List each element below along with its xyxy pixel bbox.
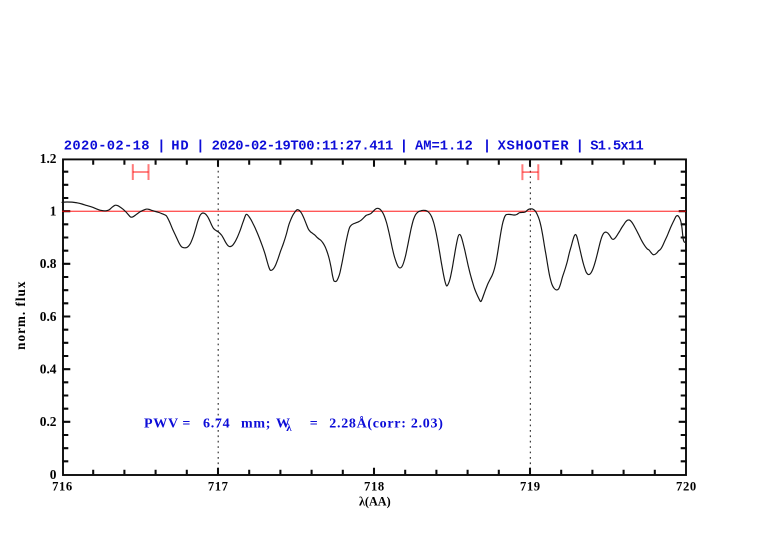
svg-text:|: | — [576, 139, 584, 155]
svg-text:2020-02-18: 2020-02-18 — [64, 140, 150, 155]
svg-text:|: | — [483, 139, 491, 155]
svg-text:=: = — [310, 417, 319, 432]
svg-text:0.4: 0.4 — [40, 362, 57, 377]
svg-text:2.28Å(corr:: 2.28Å(corr: — [329, 416, 406, 432]
svg-text:2020-02-19T00:11:27.411: 2020-02-19T00:11:27.411 — [212, 140, 394, 155]
svg-text:2.03): 2.03) — [411, 417, 444, 432]
svg-text:718: 718 — [364, 480, 385, 494]
svg-text:λ(AA): λ(AA) — [359, 495, 391, 509]
svg-text:S1.5x11: S1.5x11 — [590, 140, 644, 155]
svg-text:=: = — [182, 417, 191, 432]
svg-text:mm;: mm; — [241, 417, 271, 432]
svg-text:716: 716 — [52, 480, 73, 494]
svg-text:AM=1.12: AM=1.12 — [415, 140, 473, 155]
svg-text:XSHOOTER: XSHOOTER — [498, 140, 570, 155]
svg-text:HD: HD — [171, 140, 188, 155]
svg-text:717: 717 — [208, 480, 229, 494]
svg-text:PWV: PWV — [144, 417, 179, 432]
svg-text:norm. flux: norm. flux — [13, 281, 28, 350]
svg-text:1: 1 — [50, 204, 57, 219]
svg-text:6.74: 6.74 — [203, 417, 230, 432]
svg-text:0.8: 0.8 — [40, 256, 57, 271]
svg-text:719: 719 — [520, 480, 541, 494]
svg-text:720: 720 — [676, 480, 697, 494]
svg-text:W: W — [276, 417, 291, 432]
svg-text:1.2: 1.2 — [40, 151, 57, 166]
svg-text:|: | — [400, 139, 408, 155]
svg-text:0: 0 — [50, 467, 57, 482]
svg-text:|: | — [157, 139, 165, 155]
svg-text:0.6: 0.6 — [40, 309, 57, 324]
svg-text:0.2: 0.2 — [40, 414, 57, 429]
svg-text:|: | — [196, 139, 204, 155]
svg-text:λ: λ — [286, 422, 292, 434]
